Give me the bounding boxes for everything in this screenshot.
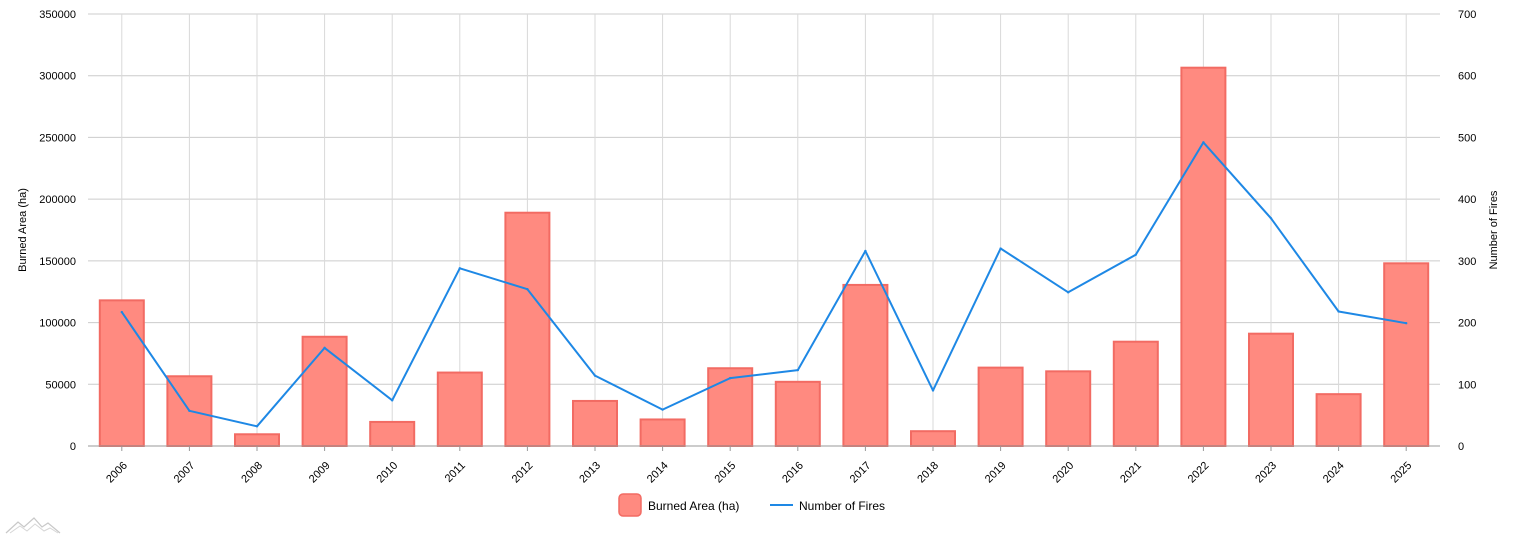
bar-2015[interactable] [707,367,754,447]
y-tick-label: 100000 [39,318,76,330]
bar-2013[interactable] [572,399,618,448]
line-series [120,141,1408,428]
x-tick-label: 2011 [443,460,468,485]
fires-point-2024[interactable] [1337,310,1340,313]
fires-point-2012[interactable] [526,288,529,291]
legend-label-burned-area: Burned Area (ha) [648,499,739,513]
bar-2017[interactable] [842,283,889,447]
bar-2021[interactable] [1112,340,1159,447]
fires-point-2018[interactable] [931,389,935,392]
bar-2023[interactable] [1248,332,1294,447]
x-tick-label: 2015 [713,460,739,486]
y-tick-label: 50000 [45,379,76,391]
fires-point-2021[interactable] [1134,253,1138,256]
bar-2014[interactable] [639,418,686,448]
x-tick-label: 2024 [1321,460,1347,486]
y-tick-label: 150000 [39,256,76,268]
x-tick-label: 2012 [510,460,536,486]
bar-2020[interactable] [1045,370,1092,447]
bar-2025[interactable] [1383,262,1430,447]
legend-label-number-of-fires: Number of Fires [799,499,885,513]
bar-2006[interactable] [98,299,145,447]
x-tick-label: 2018 [915,460,941,486]
y-tick-label: 300000 [39,71,76,83]
fires-point-2009[interactable] [323,346,326,350]
bar-2008[interactable] [234,433,280,448]
fires-point-2010[interactable] [391,399,394,402]
x-tick-label: 2020 [1051,460,1077,486]
fires-point-2017[interactable] [864,249,867,253]
y2-tick-label: 600 [1458,71,1476,83]
fires-point-2023[interactable] [1269,217,1273,220]
x-tick-label: 2022 [1186,460,1212,486]
y2-tick-label: 0 [1458,441,1464,453]
fires-point-2019[interactable] [999,247,1002,250]
x-tick-label: 2021 [1118,460,1144,486]
fires-point-2007[interactable] [188,409,191,413]
bar-series [98,66,1430,448]
y2-tick-label: 200 [1458,318,1476,330]
fires-point-2014[interactable] [661,408,664,411]
y-tick-label: 200000 [39,194,76,206]
fires-point-2013[interactable] [593,374,597,377]
x-tick-label: 2019 [983,460,1009,486]
x-tick-label: 2016 [780,460,806,486]
mountain-logo-icon [5,517,61,534]
fires-point-2020[interactable] [1067,291,1070,294]
x-tick-label: 2025 [1389,460,1415,486]
x-tick-label: 2009 [307,460,333,486]
y-tick-label: 0 [70,441,76,453]
x-tick-label: 2010 [375,460,401,486]
bar-2022[interactable] [1180,66,1227,447]
x-axis: 2006 2007 2008 2009 2010 2011 2012 2013 2014 2015… [88,445,1440,486]
bar-2011[interactable] [436,371,483,447]
fires-point-2025[interactable] [1405,321,1408,325]
bar-2019[interactable] [977,366,1024,448]
x-tick-label: 2006 [104,460,130,486]
x-tick-label: 2023 [1253,460,1279,486]
y2-tick-label: 100 [1458,379,1476,391]
grid [88,13,1440,447]
bar-2012[interactable] [504,211,551,447]
y2-tick-label: 700 [1458,9,1476,21]
bar-2009[interactable] [301,335,348,447]
legend-item-burned-area[interactable]: Burned Area (ha) [618,493,739,517]
x-tick-label: 2017 [848,460,874,486]
legend: Burned Area (ha) Number of Fires [618,493,885,517]
y-tick-label: 250000 [39,132,76,144]
y-axis-right: 0 100 200 300 400 500 600 700 [1458,9,1476,453]
fires-point-2011[interactable] [458,267,461,270]
y2-axis-title: Number of Fires [1488,190,1500,269]
bar-2016[interactable] [774,380,821,447]
fires-point-2015[interactable] [729,376,732,380]
fires-point-2006[interactable] [120,310,124,314]
y-axis-title: Burned Area (ha) [17,188,29,272]
legend-swatch-burned-area [618,493,642,517]
y2-tick-label: 400 [1458,194,1476,206]
bar-2024[interactable] [1315,393,1362,448]
x-tick-label: 2014 [645,460,671,486]
y2-tick-label: 300 [1458,256,1476,268]
fires-point-2008[interactable] [255,425,259,428]
fires-point-2016[interactable] [796,368,799,372]
y-tick-label: 350000 [39,9,76,21]
bar-2010[interactable] [369,420,416,447]
x-tick-label: 2008 [239,460,265,486]
bar-2018[interactable] [910,430,956,447]
x-tick-label: 2013 [577,460,603,486]
fires-point-2022[interactable] [1202,141,1205,144]
fires-line[interactable] [120,141,1407,428]
x-tick-label: 2007 [172,460,198,486]
legend-item-number-of-fires[interactable]: Number of Fires [770,499,885,513]
y-axis-left: 0 50000 100000 150000 200000 250000 300000 3500… [39,9,76,453]
y2-tick-label: 500 [1458,132,1476,144]
